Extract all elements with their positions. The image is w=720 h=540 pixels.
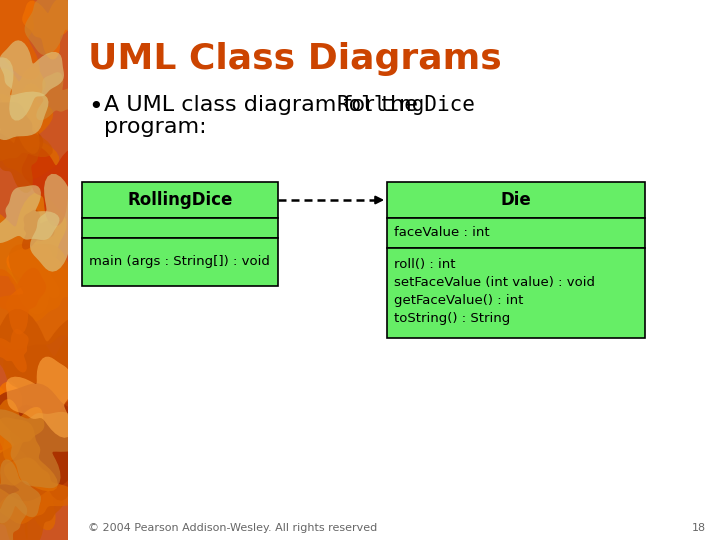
Polygon shape — [10, 399, 96, 501]
Bar — [82, 182, 278, 218]
Polygon shape — [22, 210, 55, 249]
Bar — [387, 218, 645, 248]
Polygon shape — [0, 400, 40, 489]
Text: RollingDice: RollingDice — [127, 191, 233, 209]
Polygon shape — [0, 0, 40, 80]
Polygon shape — [0, 399, 45, 461]
Polygon shape — [22, 147, 90, 226]
Text: getFaceValue() : int: getFaceValue() : int — [394, 294, 523, 307]
Polygon shape — [24, 0, 104, 56]
Polygon shape — [6, 245, 96, 322]
Polygon shape — [6, 242, 60, 298]
Polygon shape — [0, 185, 60, 244]
Polygon shape — [0, 381, 48, 442]
Polygon shape — [0, 123, 43, 193]
Text: program:: program: — [104, 117, 207, 137]
Bar — [82, 238, 278, 286]
Text: Die: Die — [500, 191, 531, 209]
Polygon shape — [0, 460, 41, 523]
Polygon shape — [0, 40, 64, 120]
Text: main (args : String[]) : void: main (args : String[]) : void — [89, 255, 270, 268]
Polygon shape — [9, 480, 63, 540]
Bar — [387, 248, 645, 338]
Text: roll() : int: roll() : int — [394, 258, 456, 271]
Bar — [0, 0, 68, 540]
Polygon shape — [0, 387, 40, 476]
Text: 18: 18 — [692, 523, 706, 533]
Text: © 2004 Pearson Addison-Wesley. All rights reserved: © 2004 Pearson Addison-Wesley. All right… — [88, 523, 377, 533]
Polygon shape — [0, 244, 115, 350]
Text: A UML class diagram for the: A UML class diagram for the — [104, 95, 425, 115]
Bar — [82, 218, 278, 238]
Text: faceValue : int: faceValue : int — [394, 226, 490, 240]
Polygon shape — [30, 174, 109, 272]
Polygon shape — [6, 357, 72, 438]
Polygon shape — [0, 409, 85, 488]
Text: toString() : String: toString() : String — [394, 312, 510, 325]
Text: setFaceValue (int value) : void: setFaceValue (int value) : void — [394, 276, 595, 289]
Polygon shape — [22, 0, 74, 59]
Polygon shape — [0, 417, 58, 491]
Polygon shape — [0, 57, 48, 155]
Polygon shape — [0, 446, 65, 530]
Text: RollingDice: RollingDice — [336, 95, 475, 115]
Polygon shape — [0, 83, 48, 154]
Polygon shape — [0, 66, 45, 129]
Polygon shape — [0, 192, 67, 314]
Bar — [387, 182, 645, 218]
Text: UML Class Diagrams: UML Class Diagrams — [88, 42, 502, 76]
Polygon shape — [0, 309, 102, 440]
Polygon shape — [37, 72, 81, 120]
Polygon shape — [0, 383, 127, 501]
Polygon shape — [0, 476, 43, 540]
Polygon shape — [0, 102, 53, 161]
Polygon shape — [0, 457, 78, 524]
Polygon shape — [0, 493, 27, 540]
Polygon shape — [0, 268, 46, 335]
Polygon shape — [0, 99, 59, 179]
Polygon shape — [0, 329, 29, 373]
Polygon shape — [3, 328, 106, 448]
Text: •: • — [88, 95, 103, 119]
